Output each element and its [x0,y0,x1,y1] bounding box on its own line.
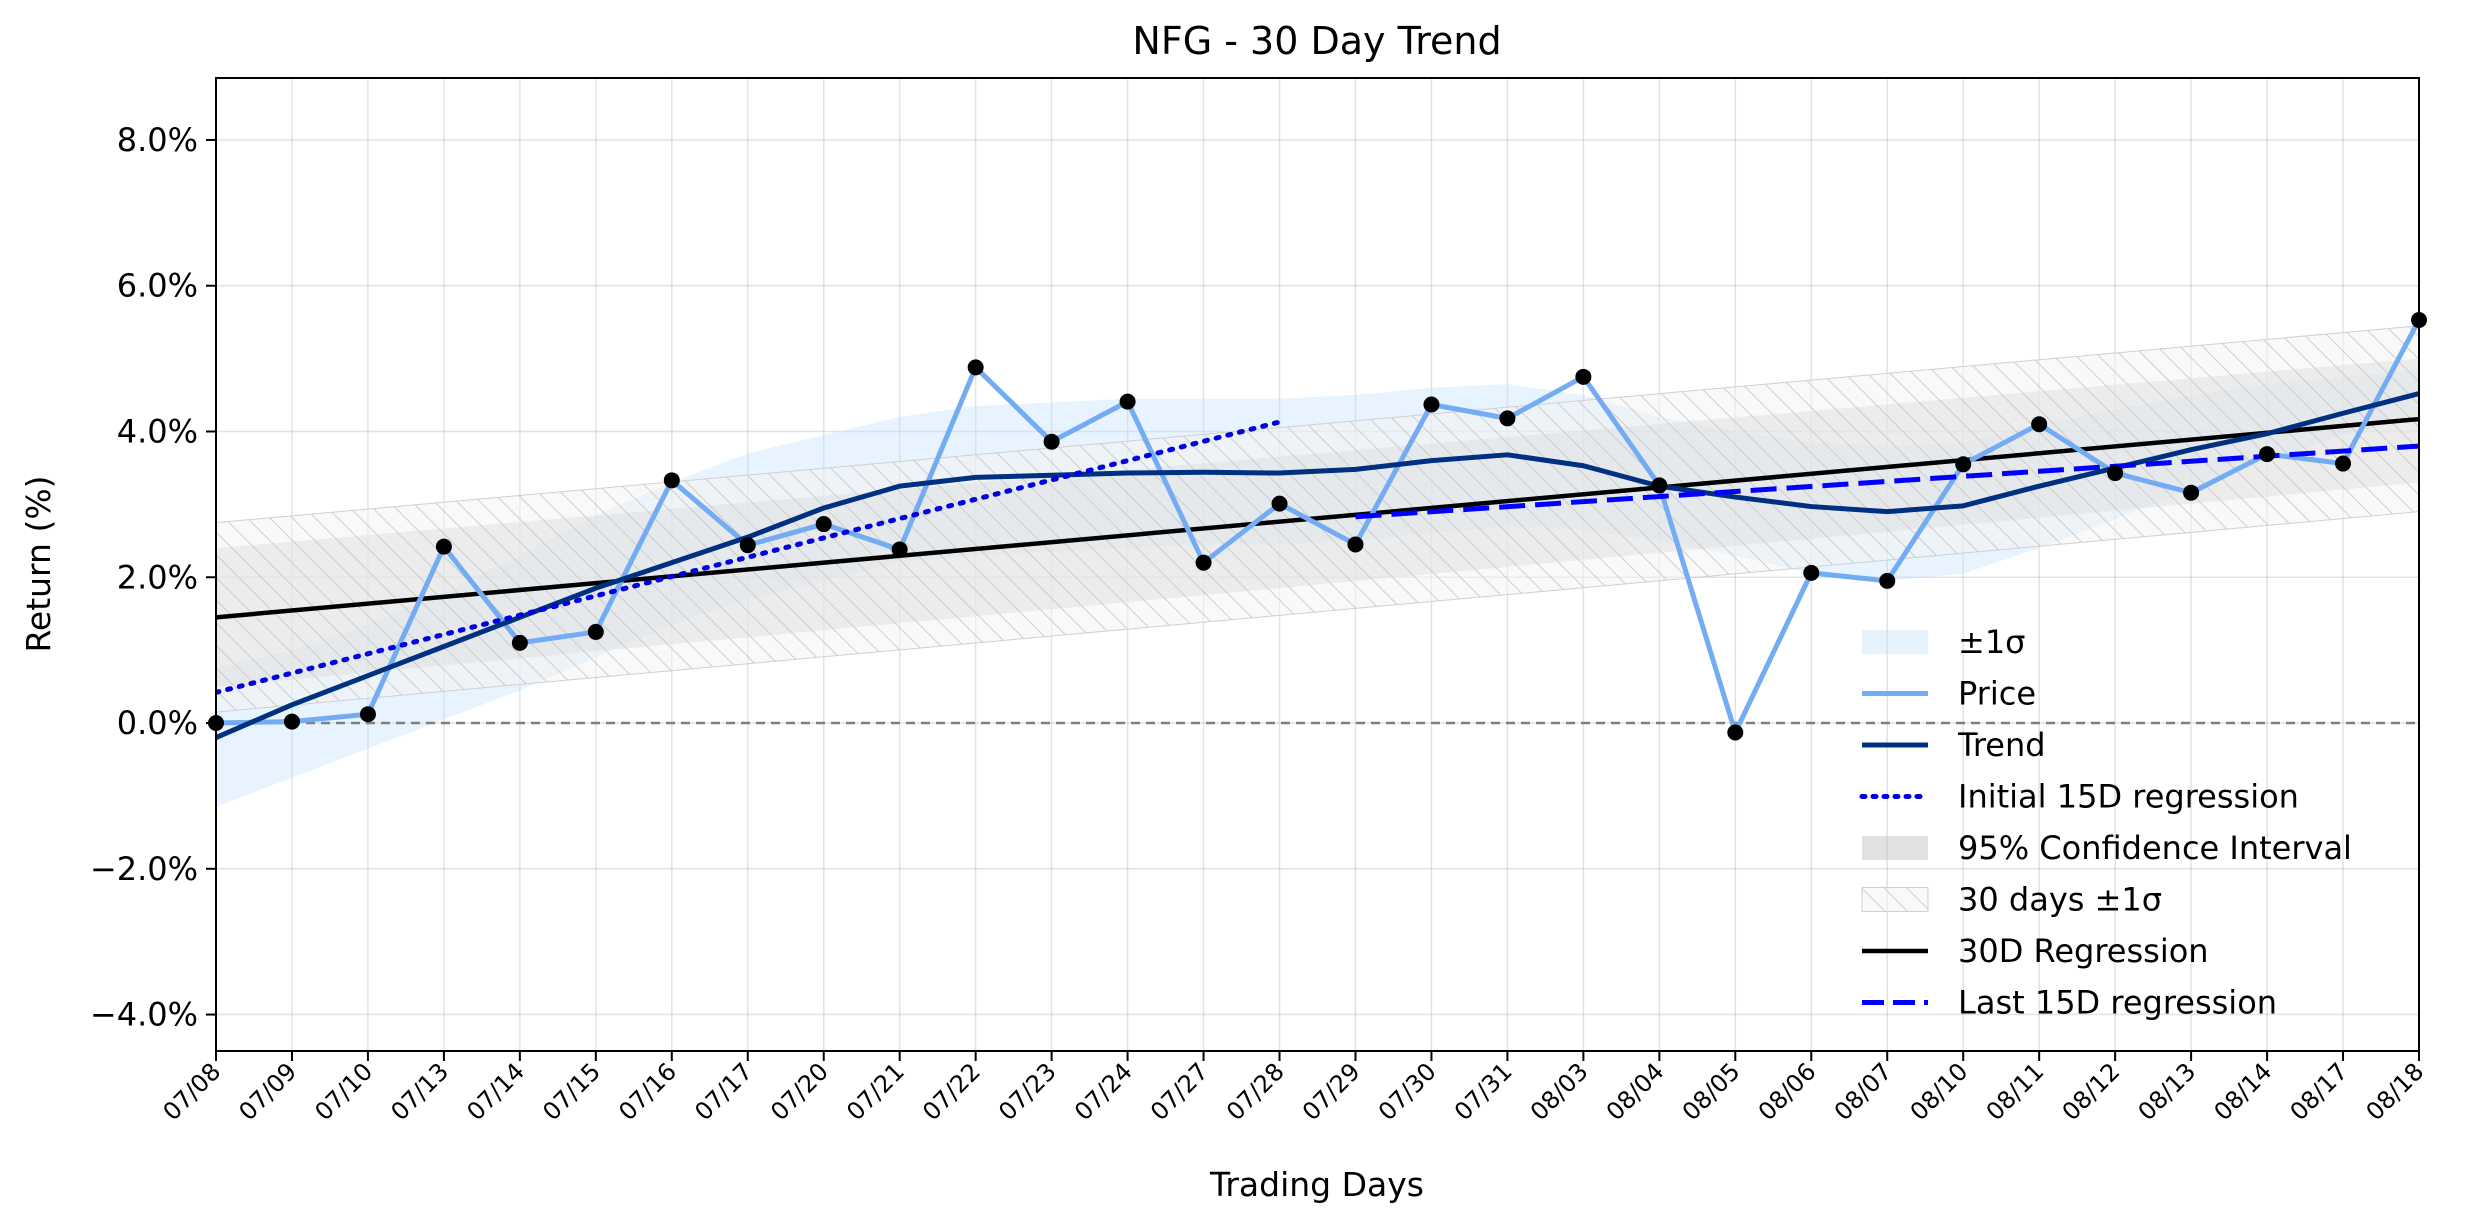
price-point [1423,396,1440,413]
x-tick-label: 07/20 [765,1057,834,1126]
y-tick-label: 8.0% [117,121,198,159]
price-markers [208,311,2427,741]
x-tick-label: 08/18 [2361,1057,2430,1126]
x-tick-label: 07/23 [993,1057,1062,1126]
x-tick-label: 07/09 [233,1057,302,1126]
price-point [2183,484,2200,501]
price-point [1347,536,1364,553]
price-point [283,713,300,730]
x-tick-label: 07/14 [461,1057,530,1126]
legend-label: 30D Regression [1958,932,2209,970]
x-tick-label: 08/10 [1905,1057,1974,1126]
x-tick-label: 08/13 [2133,1057,2202,1126]
x-axis-label: Trading Days [1209,1165,1424,1204]
series-line-price [216,318,2419,735]
x-tick-label: 07/15 [537,1057,606,1126]
legend-item-trend: Trend [1862,726,2046,764]
series-line-trend [216,391,2419,740]
legend-item-initial-15d-regression: Initial 15D regression [1859,778,2299,816]
price-point [739,537,756,554]
x-tick-label: 08/14 [2209,1057,2278,1126]
legend-item-30d-regression: 30D Regression [1862,932,2209,970]
y-tick-label: 2.0% [117,558,198,596]
y-tick-label: −4.0% [90,996,198,1034]
legend-item-price: Price [1862,675,2036,713]
x-tick-label: 07/16 [613,1057,682,1126]
price-point [1955,456,1972,473]
price-point [2335,455,2352,472]
price-point [1879,572,1896,589]
price-point [1195,554,1212,571]
price-point [815,516,832,533]
legend-item-30-days-pm1sigma: 30 days ±1σ [1861,881,2162,919]
price-point [967,359,984,376]
price-point [891,541,908,558]
price-point [1803,564,1820,581]
price-point [1271,495,1288,512]
x-tick-label: 08/05 [1677,1057,1746,1126]
chart-title: NFG - 30 Day Trend [1132,19,1501,63]
x-tick-label: 08/07 [1829,1057,1898,1126]
x-tick-label: 08/03 [1525,1057,1594,1126]
price-point [1575,368,1592,385]
x-tick-label: 08/06 [1753,1057,1822,1126]
x-tick-label: 07/10 [309,1057,378,1126]
legend-label: Trend [1957,726,2046,764]
legend-label: Last 15D regression [1958,984,2277,1022]
bands [216,325,2419,807]
price-point [359,706,376,723]
x-tick-label: 08/12 [2057,1057,2126,1126]
price-point [1499,410,1516,427]
price-point [1043,433,1060,450]
x-tick-label: 07/21 [841,1057,910,1126]
legend-label: Price [1958,675,2036,713]
legend: ±1σ Price Trend Initial 15D regression 95% C… [1859,623,2352,1022]
legend-label: ±1σ [1958,623,2025,661]
legend-item-last-15d-regression: Last 15D regression [1862,984,2277,1022]
x-tick-label: 07/30 [1373,1057,1442,1126]
x-tick-label: 07/24 [1069,1057,1138,1126]
legend-item-95-confidence-interval: 95% Confidence Interval [1862,829,2352,867]
x-tick-label: 07/08 [158,1057,227,1126]
x-tick-label: 08/17 [2285,1057,2354,1126]
x-tick-label: 07/13 [385,1057,454,1126]
price-point [435,538,452,555]
price-point [2259,446,2276,463]
plot-frame [215,77,2420,1052]
series-lines [216,318,2419,740]
x-tick-label: 07/31 [1449,1057,1518,1126]
legend-label: 30 days ±1σ [1958,881,2162,919]
series-line-30d-regression [216,416,2419,620]
price-point [1651,477,1668,494]
price-point [511,634,528,651]
legend-label: Initial 15D regression [1958,778,2299,816]
x-tick-label: 07/27 [1145,1057,1214,1126]
legend-item-pm1sigma: ±1σ [1862,623,2025,661]
price-point [2031,416,2048,433]
x-tick-label: 07/29 [1297,1057,1366,1126]
y-axis-label: Return (%) [19,475,58,652]
x-tick-label: 07/22 [917,1057,986,1126]
price-point [2107,465,2124,482]
y-tick-label: 0.0% [117,704,198,742]
x-tick-label: 08/04 [1601,1057,1670,1126]
price-point [587,623,604,640]
price-point [1727,724,1744,741]
legend-label: 95% Confidence Interval [1958,829,2352,867]
x-tick-label: 08/11 [1981,1057,2050,1126]
legend-swatch [1862,836,1928,860]
legend-swatch [1861,887,1929,912]
x-tick-label: 07/17 [689,1057,758,1126]
y-tick-label: −2.0% [90,850,198,888]
series-line-initial-15d-regression [216,419,1283,695]
y-tick-label: 6.0% [117,267,198,305]
y-tick-label: 4.0% [117,412,198,450]
price-point [663,472,680,489]
legend-swatch [1862,630,1928,654]
x-tick-label: 07/28 [1221,1057,1290,1126]
price-point [1119,393,1136,410]
series-line-last-15d-regression [1355,443,2419,520]
